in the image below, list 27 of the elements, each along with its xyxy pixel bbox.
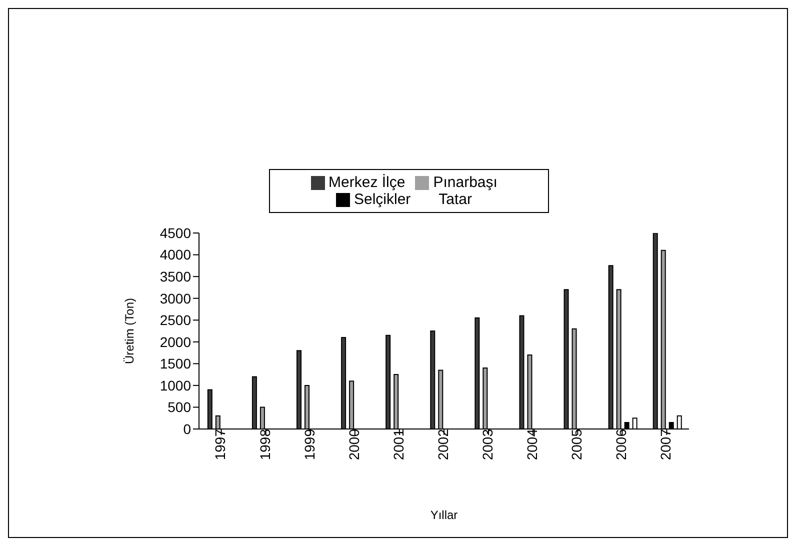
legend-label: Pınarbaşı bbox=[433, 174, 498, 191]
x-tick-label: 2004 bbox=[524, 428, 540, 460]
y-tick-label: 2000 bbox=[160, 334, 192, 350]
x-tick-label: 2002 bbox=[434, 428, 451, 460]
x-tick-label: 1999 bbox=[301, 428, 318, 460]
y-tick-label: 2500 bbox=[160, 312, 192, 328]
x-tick-label: 2007 bbox=[658, 428, 674, 460]
y-tick-label: 4500 bbox=[160, 224, 192, 241]
x-axis-title: Yıllar bbox=[430, 508, 458, 522]
y-tick-label: 3500 bbox=[160, 268, 192, 285]
x-tick-label: 2001 bbox=[390, 428, 406, 460]
text: Tatar bbox=[438, 191, 472, 208]
legend-label: Selçikler bbox=[354, 191, 411, 208]
x-tick-label: 2005 bbox=[568, 428, 585, 460]
x-tick-label: 2006 bbox=[613, 428, 630, 460]
y-tick-label: 0 bbox=[183, 420, 192, 437]
legend-label: Merkez İlçe bbox=[328, 174, 406, 191]
x-tick-label: 1997 bbox=[212, 428, 228, 460]
x-tick-label: 2000 bbox=[346, 428, 362, 460]
x-tick-label: 2003 bbox=[479, 428, 496, 460]
y-tick-label: 1500 bbox=[160, 356, 192, 372]
y-tick-label: 500 bbox=[168, 399, 192, 416]
y-tick-label: 3000 bbox=[160, 290, 192, 306]
y-axis-title: Üretim (Ton) bbox=[122, 298, 136, 364]
x-tick-label: 1998 bbox=[256, 428, 273, 460]
y-tick-label: 1000 bbox=[160, 377, 192, 394]
y-tick-label: 4000 bbox=[160, 246, 192, 263]
